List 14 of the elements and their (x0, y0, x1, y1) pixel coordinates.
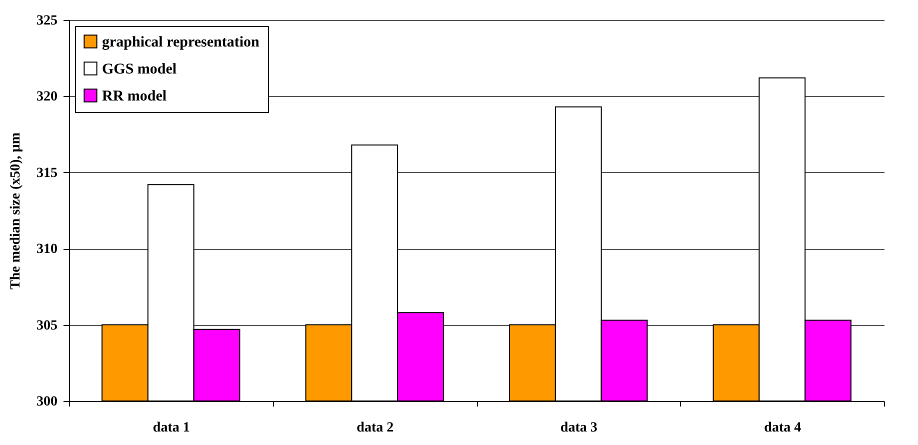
y-tick-label: 320 (36, 90, 58, 105)
x-tick-label: data 3 (560, 420, 598, 436)
legend-label: RR model (102, 88, 167, 104)
y-axis-title: The median size (x50), µm (8, 132, 24, 290)
x-tick-label: data 2 (356, 420, 394, 436)
legend-label: graphical representation (102, 34, 260, 50)
x-tick-label: data 4 (764, 420, 802, 436)
legend-label: GGS model (102, 62, 177, 78)
x-tick-label: data 1 (152, 420, 190, 436)
y-tick-label: 325 (36, 14, 58, 28)
y-tick-label: 305 (36, 318, 58, 334)
y-tick-label: 300 (36, 394, 58, 410)
y-tick-label: 310 (36, 242, 58, 258)
y-tick-label: 315 (36, 166, 58, 181)
